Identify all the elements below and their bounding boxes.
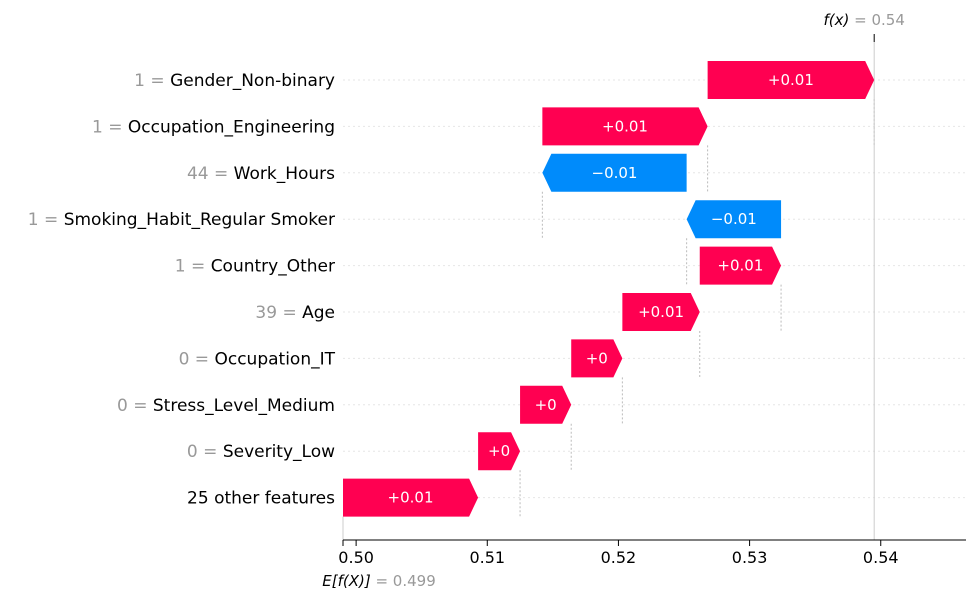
connectors bbox=[342, 42, 875, 540]
bar-value-label: +0.01 bbox=[768, 71, 814, 89]
feature-label: 1 = Smoking_Habit_Regular Smoker bbox=[28, 210, 335, 230]
feature-label: 0 = Severity_Low bbox=[187, 442, 335, 462]
bar-value-label: +0 bbox=[586, 349, 608, 367]
bar-positive bbox=[343, 478, 479, 517]
base-value-label: E[f(X)] = 0.499 bbox=[322, 572, 436, 590]
feature-name: Occupation_IT bbox=[214, 349, 335, 369]
output-value-text: 0.54 bbox=[871, 11, 904, 29]
feature-value: 0 bbox=[117, 396, 128, 416]
feature-name: Smoking_Habit_Regular Smoker bbox=[64, 210, 335, 230]
bar-positive bbox=[707, 61, 875, 99]
feature-name: Country_Other bbox=[211, 257, 335, 277]
feature-value: 0 bbox=[179, 349, 190, 369]
feature-name: Stress_Level_Medium bbox=[153, 396, 335, 416]
x-tick-label: 0.53 bbox=[732, 548, 768, 567]
bar-positive bbox=[571, 339, 623, 378]
base-fn-text: E[f(X)] bbox=[322, 572, 371, 590]
bar-positive bbox=[478, 432, 521, 471]
base-value-text: 0.499 bbox=[393, 572, 436, 590]
feature-value: 44 bbox=[187, 164, 209, 184]
bar-value-label: +0.01 bbox=[717, 257, 763, 275]
x-tick-label: 0.51 bbox=[469, 548, 505, 567]
feature-value: 39 bbox=[255, 303, 277, 323]
bar-value-label: −0.01 bbox=[592, 164, 638, 182]
feature-label: 44 = Work_Hours bbox=[187, 164, 335, 184]
output-fn-text: f(x) bbox=[823, 11, 849, 29]
feature-label: 1 = Country_Other bbox=[175, 257, 335, 277]
feature-name: Work_Hours bbox=[234, 164, 335, 184]
bar-positive bbox=[520, 385, 572, 424]
feature-label: 39 = Age bbox=[255, 303, 335, 323]
feature-value: 1 bbox=[92, 117, 103, 137]
feature-value: 0 bbox=[187, 442, 198, 462]
feature-value: 1 bbox=[28, 210, 39, 230]
feature-label: 0 = Stress_Level_Medium bbox=[117, 396, 335, 416]
bars: +0.01 +0.01 −0.01 −0.01 +0.01 +0.01 +0 +0 +0 +0.0… bbox=[343, 61, 875, 517]
bar-value-label: +0.01 bbox=[388, 489, 434, 507]
output-value-label: f(x) = 0.54 bbox=[823, 11, 904, 29]
feature-label: 0 = Occupation_IT bbox=[179, 349, 336, 369]
feature-name: Gender_Non-binary bbox=[170, 71, 335, 91]
feature-label: 1 = Occupation_Engineering bbox=[92, 117, 335, 137]
feature-name: Age bbox=[302, 303, 335, 323]
bar-negative bbox=[686, 200, 782, 239]
feature-value: 1 bbox=[175, 257, 186, 277]
x-tick-label: 0.54 bbox=[863, 548, 899, 567]
bar-value-label: +0 bbox=[488, 442, 510, 460]
feature-name: Severity_Low bbox=[223, 442, 335, 462]
feature-label: 1 = Gender_Non-binary bbox=[134, 71, 335, 91]
feature-name: 25 other features bbox=[187, 489, 335, 509]
feature-name: Occupation_Engineering bbox=[128, 117, 335, 137]
feature-labels: 1 = Gender_Non-binary 1 = Occupation_Engi… bbox=[28, 71, 336, 509]
bar-positive bbox=[699, 246, 782, 285]
bar-value-label: +0 bbox=[535, 396, 557, 414]
x-tick-label: 0.50 bbox=[338, 548, 374, 567]
x-tick-label: 0.52 bbox=[601, 548, 637, 567]
bar-value-label: +0.01 bbox=[602, 117, 648, 135]
feature-label: 25 other features bbox=[187, 489, 335, 509]
bar-negative bbox=[542, 153, 687, 192]
bar-positive bbox=[622, 293, 700, 331]
feature-value: 1 bbox=[134, 71, 145, 91]
bar-value-label: −0.01 bbox=[711, 210, 757, 228]
bar-positive bbox=[542, 107, 708, 146]
x-axis-ticks: 0.50 0.51 0.52 0.53 0.54 bbox=[338, 540, 899, 567]
bar-value-label: +0.01 bbox=[638, 303, 684, 321]
